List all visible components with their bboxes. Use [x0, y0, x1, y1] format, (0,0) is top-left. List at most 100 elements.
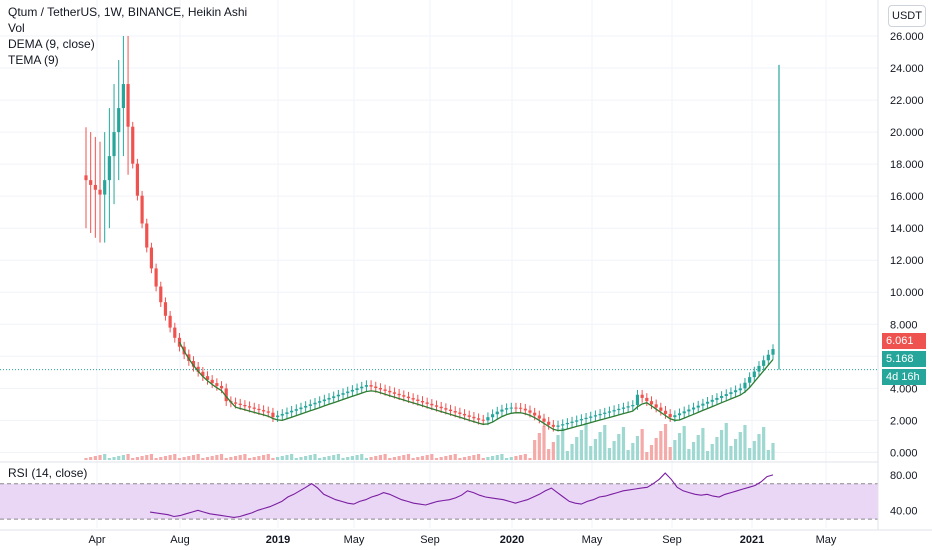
- candle-body: [369, 385, 373, 387]
- volume-bar: [537, 433, 541, 460]
- volume-bar: [584, 423, 588, 460]
- candle-body: [490, 414, 495, 418]
- candle-body: [411, 398, 415, 400]
- candle-body: [121, 84, 125, 109]
- volume-bar: [149, 454, 154, 460]
- volume-bar: [247, 458, 252, 460]
- volume-bar: [121, 455, 125, 460]
- volume-bar: [126, 454, 130, 460]
- volume-bar: [215, 455, 219, 460]
- volume-bar: [177, 458, 182, 460]
- time-tick-label: 2020: [500, 534, 524, 546]
- candle-body: [434, 405, 439, 407]
- price-tick-label: 2.000: [890, 415, 918, 427]
- candle-body: [462, 413, 467, 416]
- volume-bar: [322, 457, 326, 460]
- time-tick-label: Apr: [88, 534, 105, 546]
- candle-body: [318, 401, 322, 403]
- volume-bar: [84, 458, 88, 460]
- volume-bar: [229, 457, 233, 460]
- candle-body: [224, 388, 228, 402]
- price-tick-label: 0.000: [890, 447, 918, 459]
- volume-bar: [304, 456, 308, 460]
- candle-body: [252, 407, 256, 409]
- candle-body: [233, 402, 238, 404]
- candle-body: [729, 392, 733, 395]
- volume-bar: [505, 458, 509, 460]
- volume-bar: [705, 451, 710, 460]
- candle-body: [701, 403, 705, 406]
- currency-button[interactable]: USDT: [888, 5, 926, 27]
- volume-bar: [617, 434, 621, 460]
- volume-bar: [626, 450, 630, 460]
- rsi-indicator-label[interactable]: RSI (14, close): [8, 466, 88, 480]
- candle-body: [514, 407, 518, 409]
- volume-bar: [752, 441, 756, 460]
- candle-body: [738, 388, 742, 391]
- volume-bar: [719, 430, 724, 460]
- candle-body: [131, 126, 135, 164]
- rsi-tick-label: 80.00: [890, 470, 918, 482]
- candle-body: [430, 403, 434, 406]
- volume-bar: [519, 455, 523, 460]
- volume-bar: [439, 457, 443, 460]
- volume-bar: [364, 458, 369, 460]
- candle-body: [453, 411, 457, 413]
- price-tick-label: 4.000: [890, 383, 918, 395]
- volume-bar: [444, 456, 448, 460]
- volume-bars: [84, 423, 775, 460]
- volume-bar: [481, 458, 485, 460]
- candle-body: [640, 394, 644, 398]
- volume-bar: [542, 426, 546, 460]
- dema-indicator-label[interactable]: DEMA (9, close): [8, 37, 95, 51]
- volume-bar: [579, 430, 583, 460]
- volume-bar: [308, 455, 312, 460]
- volume-bar: [734, 439, 738, 460]
- candle-body: [537, 415, 541, 419]
- candle-body: [93, 184, 97, 190]
- candle-body: [98, 189, 102, 195]
- price-tick-label: 8.000: [890, 319, 918, 331]
- volume-bar: [677, 433, 682, 460]
- volume-bar: [355, 455, 359, 460]
- volume-bar: [374, 456, 378, 460]
- time-tick-label: May: [344, 534, 365, 546]
- dema-line: [0, 341, 878, 432]
- price-tick-label: 24.000: [890, 63, 924, 75]
- volume-bar: [715, 437, 719, 460]
- current-price-tag: 5.168: [882, 351, 926, 367]
- candle-body: [547, 421, 551, 425]
- volume-bar: [173, 454, 177, 460]
- volume-bar: [266, 454, 270, 460]
- tema-indicator-label[interactable]: TEMA (9): [8, 53, 59, 67]
- volume-bar: [635, 436, 640, 460]
- volume-bar: [294, 458, 298, 460]
- volume-bar: [607, 448, 612, 460]
- candle-body: [626, 406, 630, 408]
- symbol-title[interactable]: Qtum / TetherUS, 1W, BINANCE, Heikin Ash…: [8, 5, 248, 19]
- candle-body: [201, 371, 205, 377]
- volume-bar: [575, 437, 579, 460]
- candle-body: [154, 268, 158, 287]
- candle-body: [107, 156, 111, 181]
- candle-body: [322, 399, 326, 402]
- candle-body: [89, 180, 93, 185]
- volume-bar: [276, 457, 280, 460]
- volume-bar: [551, 442, 555, 460]
- candle-body: [719, 396, 724, 398]
- candle-body: [663, 410, 668, 414]
- candle-body: [304, 405, 308, 408]
- volume-bar: [659, 431, 663, 460]
- candle-body: [191, 361, 196, 367]
- candle-body: [762, 360, 766, 366]
- rsi-pane: [0, 472, 878, 520]
- volume-bar: [500, 454, 504, 460]
- vol-indicator-label[interactable]: Vol: [8, 21, 25, 35]
- price-tick-label: 14.000: [890, 223, 924, 235]
- volume-bar: [724, 423, 728, 460]
- candle-body: [276, 415, 280, 418]
- time-tick-label: Sep: [662, 534, 682, 546]
- volume-bar: [154, 458, 158, 460]
- candle-body: [149, 247, 154, 269]
